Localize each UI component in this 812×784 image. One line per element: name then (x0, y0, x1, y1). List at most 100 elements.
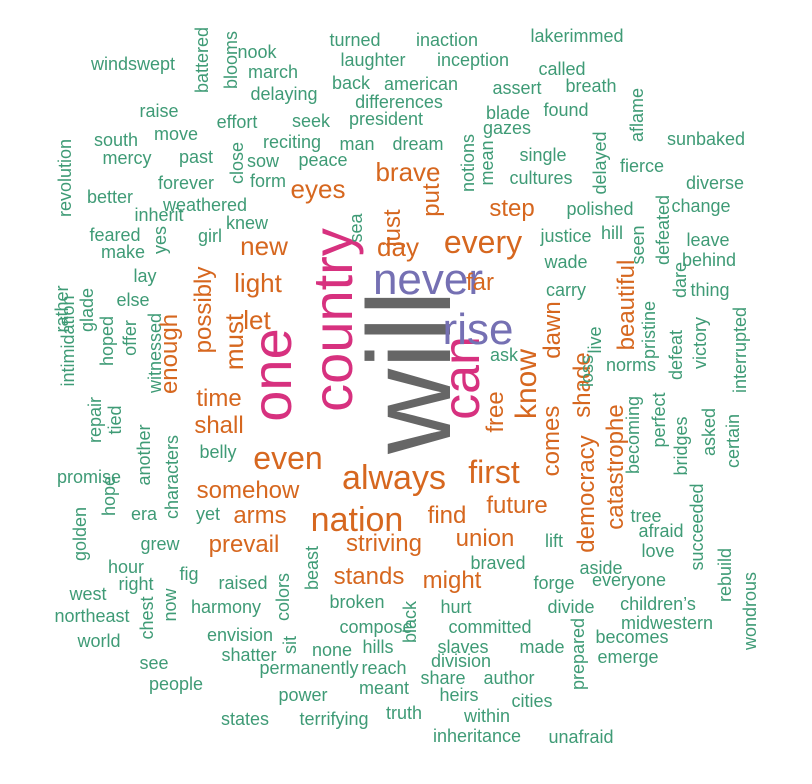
word-97: knew (225, 213, 269, 233)
word-119: pristine (639, 300, 659, 360)
word-128: another (134, 424, 154, 486)
word-149: hour (107, 557, 145, 577)
word-85: better (86, 187, 134, 207)
word-163: divide (547, 597, 595, 617)
word-87: form (250, 171, 286, 191)
word-39: future (486, 492, 548, 519)
word-171: midwestern (620, 613, 714, 633)
word-135: promise (56, 467, 122, 487)
word-73: revolution (55, 138, 75, 218)
word-118: live (585, 326, 605, 354)
word-137: golden (70, 506, 90, 562)
word-101: leave (686, 230, 730, 250)
word-47: march (247, 62, 299, 82)
word-61: effort (216, 112, 258, 132)
word-196: truth (385, 703, 423, 723)
word-37: find (427, 502, 467, 529)
word-185: permanently (259, 658, 359, 678)
word-21: possibly (190, 266, 217, 354)
word-55: american (383, 74, 459, 94)
word-26: free (482, 391, 509, 433)
word-184: see (139, 653, 169, 673)
word-134: belly (199, 442, 237, 462)
word-129: perfect (649, 392, 669, 448)
word-176: hills (362, 637, 394, 657)
word-180: becomes (595, 627, 669, 647)
word-104: justice (540, 226, 592, 246)
word-49: laughter (340, 50, 406, 70)
word-141: tree (630, 506, 662, 526)
word-34: striving (345, 530, 423, 557)
word-68: move (153, 124, 199, 144)
word-124: loss (577, 354, 597, 388)
word-194: states (220, 709, 270, 729)
word-8: every (443, 224, 523, 260)
word-35: stands (333, 563, 405, 590)
word-33: prevail (208, 531, 280, 558)
word-66: aflame (627, 87, 647, 143)
word-145: love (641, 541, 675, 561)
word-46: nook (237, 42, 277, 62)
word-53: called (538, 59, 586, 79)
word-175: none (311, 640, 353, 660)
word-110: else (116, 290, 150, 310)
word-27: far (465, 269, 495, 296)
word-86: forever (157, 173, 215, 193)
word-133: bridges (671, 416, 691, 476)
word-139: era (130, 504, 158, 524)
word-115: offer (120, 320, 140, 356)
word-197: within (463, 706, 511, 726)
word-140: yet (195, 504, 221, 524)
word-75: past (178, 147, 214, 167)
word-56: assert (492, 78, 542, 98)
word-120: victory (690, 316, 710, 370)
word-62: seek (291, 111, 331, 131)
word-136: characters (162, 434, 182, 520)
word-96: yes (150, 225, 170, 255)
word-63: president (348, 109, 424, 129)
word-193: cities (511, 691, 553, 711)
word-23: beautiful (613, 259, 640, 351)
word-174: sit (280, 636, 300, 654)
word-142: afraid (638, 521, 684, 541)
word-127: tied (105, 405, 125, 435)
word-166: harmony (190, 597, 262, 617)
word-20: time (196, 385, 242, 412)
word-167: chest (137, 596, 157, 640)
word-93: polished (566, 199, 634, 219)
word-178: made (519, 637, 565, 657)
word-65: found (543, 100, 589, 120)
word-31: somehow (196, 477, 300, 504)
word-98: defeated (653, 194, 673, 266)
word-6: nation (310, 501, 404, 539)
word-50: inaction (415, 30, 479, 50)
word-143: succeeded (687, 483, 707, 571)
word-195: terrifying (299, 709, 369, 729)
word-70: man (339, 134, 375, 154)
word-52: lakerimmed (530, 26, 624, 46)
word-16: new (240, 231, 288, 261)
word-99: seen (628, 225, 648, 265)
word-69: reciting (262, 132, 322, 152)
word-18: let (243, 305, 271, 335)
word-89: diverse (685, 173, 745, 193)
word-71: dream (392, 134, 444, 154)
word-116: witnessed (145, 312, 165, 394)
word-58: delaying (250, 84, 318, 104)
word-12: light (234, 268, 282, 298)
word-122: defeat (666, 329, 686, 381)
word-152: wondrous (740, 571, 760, 651)
word-105: behind (681, 250, 737, 270)
word-9: first (468, 454, 520, 490)
word-179: prepared (568, 617, 588, 691)
word-191: power (278, 685, 328, 705)
word-109: glade (77, 287, 97, 333)
word-123: ask (489, 345, 519, 365)
word-148: rebuild (715, 547, 735, 603)
word-59: differences (355, 92, 443, 112)
word-161: broken (329, 592, 385, 612)
word-24: dawn (539, 301, 566, 359)
word-181: shatter (221, 645, 277, 665)
word-90: inherit (134, 205, 184, 225)
word-48: turned (329, 30, 381, 50)
